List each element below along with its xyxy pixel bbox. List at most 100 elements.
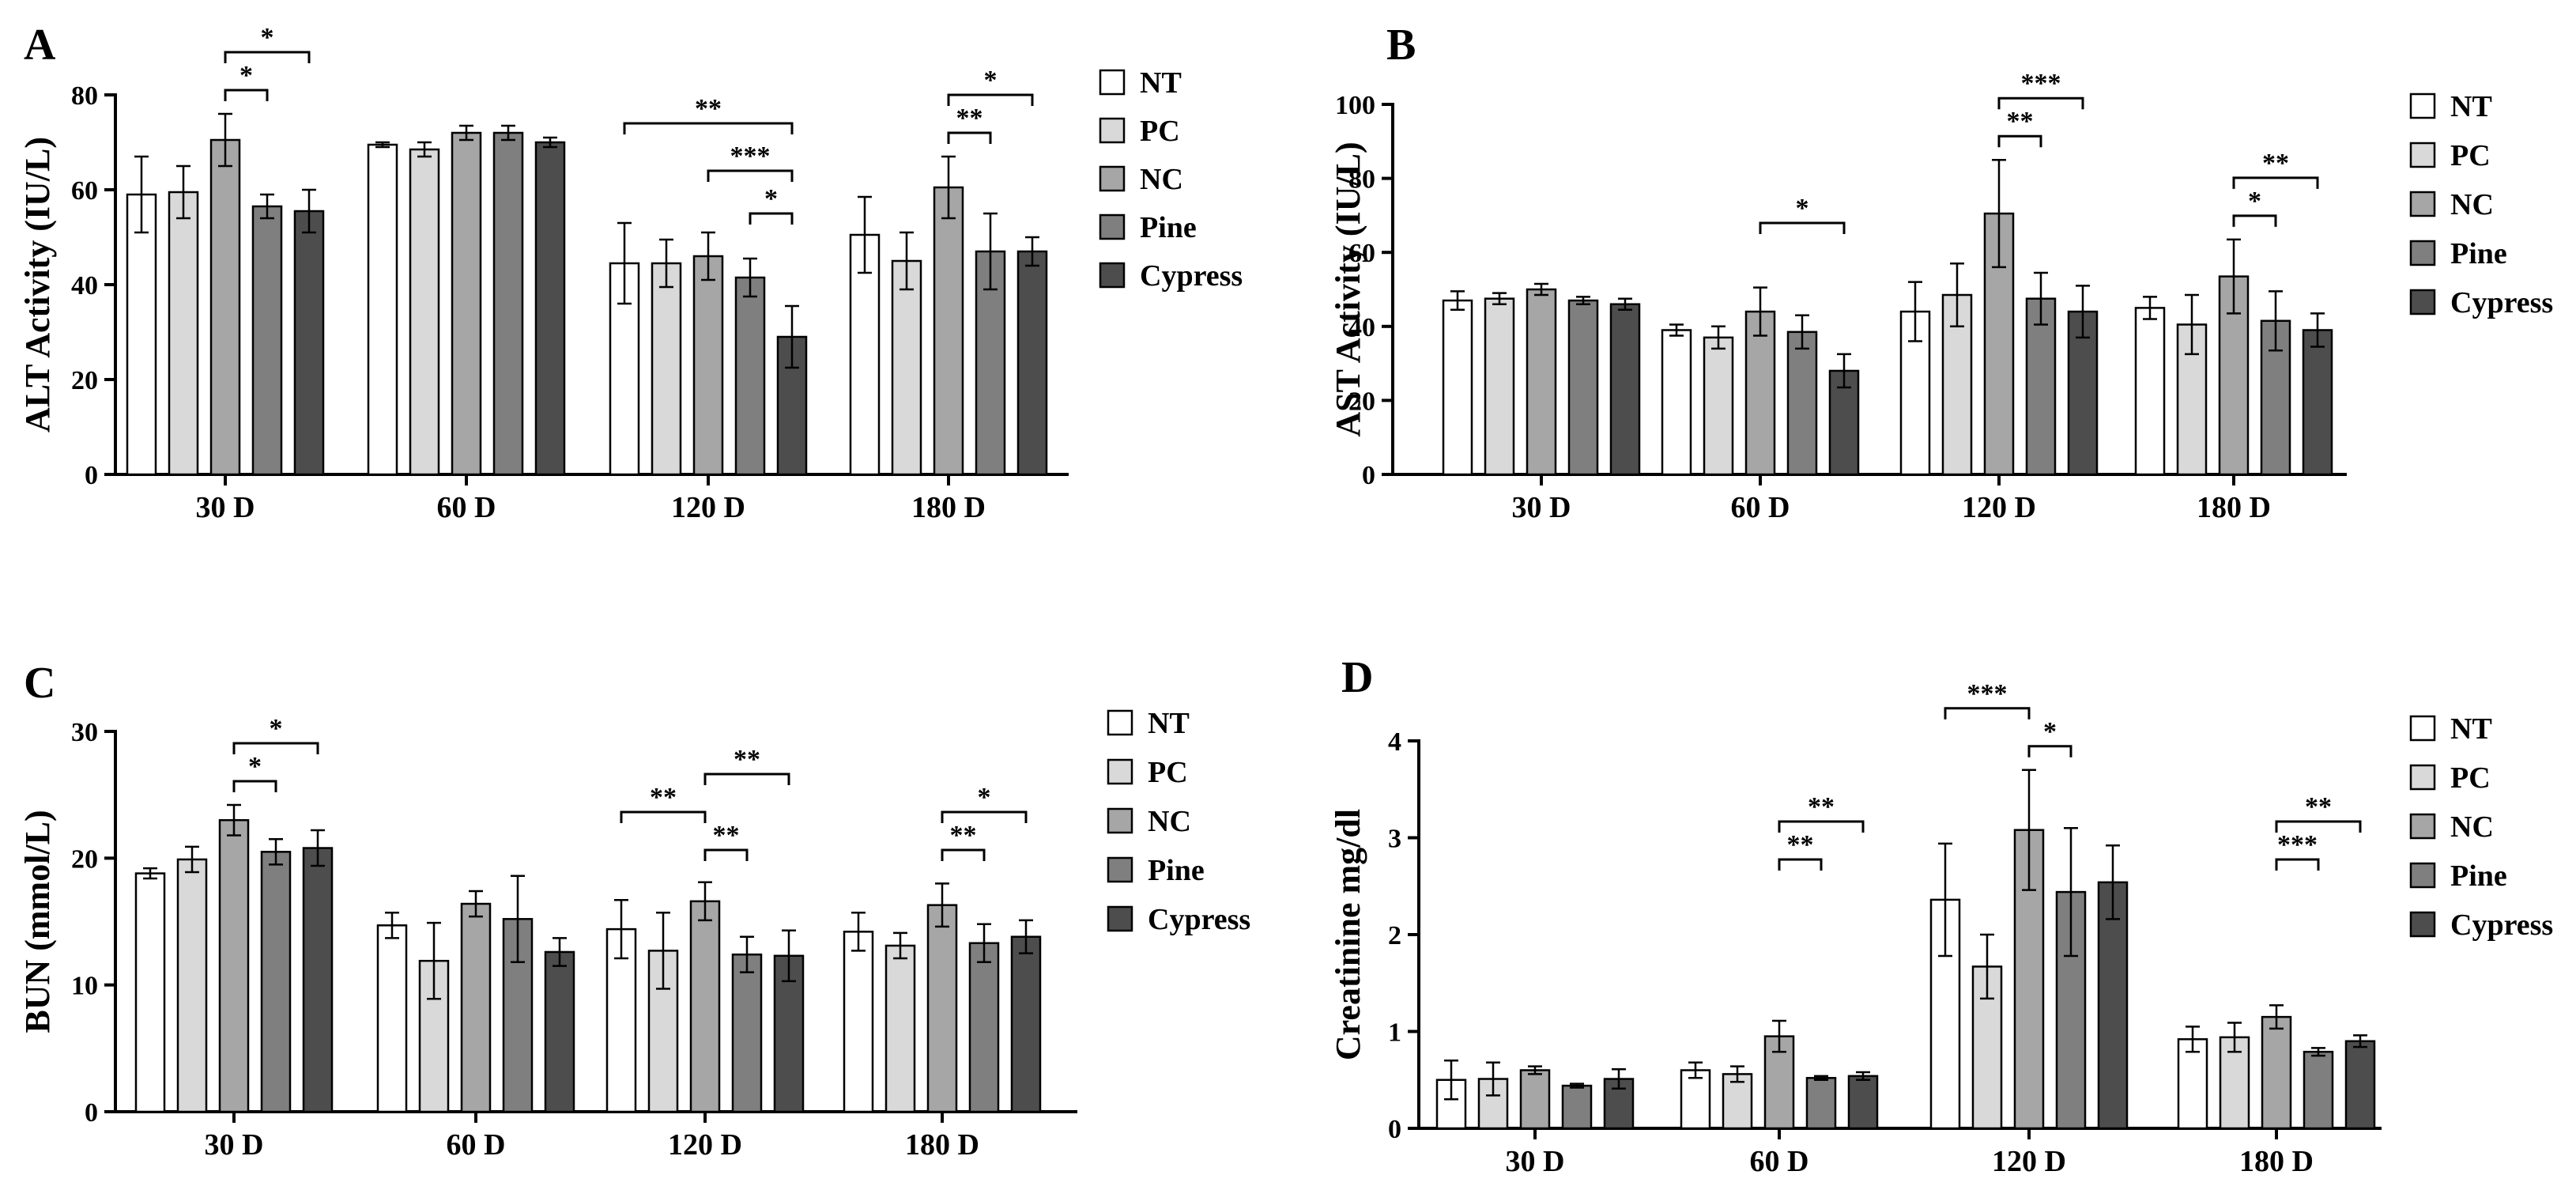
significance-bracket bbox=[947, 131, 992, 144]
bar-nc bbox=[1744, 310, 1776, 476]
bar-nc bbox=[1526, 288, 1557, 476]
chart-panel-b: B AST Activity (IU/L) 0 20 40 60 80 100 30 D 60 D… bbox=[1329, 21, 2553, 524]
bar-pc bbox=[168, 191, 199, 476]
bar-nt bbox=[2177, 1038, 2208, 1130]
bar-nt bbox=[376, 924, 408, 1113]
significance-label: ** bbox=[2262, 149, 2289, 178]
significance-label: ** bbox=[2305, 792, 2332, 822]
bar-cypress bbox=[1016, 250, 1048, 476]
significance-bracket bbox=[2027, 745, 2072, 757]
bar-nt bbox=[126, 193, 157, 476]
bar-cypress bbox=[2097, 881, 2129, 1130]
bar-nt bbox=[849, 233, 881, 476]
significance-bracket bbox=[224, 51, 311, 63]
bar-cypress bbox=[1010, 935, 1042, 1113]
significance-label: * bbox=[239, 61, 253, 90]
bar-pine bbox=[260, 851, 292, 1113]
significance-bracket bbox=[707, 169, 794, 182]
legend-label: NT bbox=[2450, 90, 2492, 123]
significance-bracket bbox=[224, 89, 269, 101]
bar-pc bbox=[884, 944, 916, 1113]
bar-nt bbox=[367, 143, 398, 476]
bar-nc bbox=[451, 131, 482, 476]
bar-pine bbox=[2303, 1050, 2334, 1130]
bar-nt bbox=[2134, 307, 2166, 476]
bar-cypress bbox=[2067, 310, 2099, 476]
significance-label: * bbox=[248, 752, 262, 781]
significance-label: ** bbox=[956, 104, 983, 133]
significance-bracket bbox=[1778, 858, 1823, 871]
y-tick-label: 40 bbox=[1348, 313, 1375, 342]
significance-label: * bbox=[261, 23, 274, 52]
legend-label: PC bbox=[2450, 139, 2491, 172]
y-tick-label: 100 bbox=[1335, 91, 1375, 120]
bar-pine bbox=[251, 205, 283, 476]
significance-bracket bbox=[1997, 134, 2042, 148]
bar-nc bbox=[209, 138, 241, 476]
significance-label: * bbox=[984, 66, 998, 95]
significance-label: ** bbox=[1787, 830, 1814, 859]
legend-label: PC bbox=[1148, 756, 1188, 789]
bar-cypress bbox=[293, 210, 325, 476]
significance-label: * bbox=[1796, 194, 1809, 223]
x-tick-label: 120 D bbox=[671, 491, 745, 524]
significance-bracket bbox=[623, 122, 794, 134]
legend-label: Pine bbox=[1148, 854, 1205, 887]
legend-label: NC bbox=[1140, 163, 1183, 196]
significance-label: * bbox=[2248, 187, 2261, 216]
significance-label: * bbox=[2043, 717, 2057, 746]
bar-pc bbox=[1484, 297, 1515, 476]
bar-pine bbox=[492, 131, 524, 476]
significance-bracket bbox=[1997, 96, 2084, 110]
bar-cypress bbox=[2302, 329, 2333, 476]
legend: NT PC NC Pine Cypress bbox=[1099, 66, 1243, 293]
y-tick-label: 20 bbox=[71, 366, 98, 395]
significance-label: *** bbox=[2277, 830, 2318, 859]
significance-label: ** bbox=[1808, 792, 1835, 822]
legend-label: PC bbox=[2450, 761, 2491, 795]
y-tick-label: 10 bbox=[71, 972, 98, 1001]
legend-swatch bbox=[1107, 807, 1133, 834]
bar-nt bbox=[1442, 299, 1473, 476]
y-tick-label: 1 bbox=[1388, 1018, 1401, 1048]
y-tick-label: 60 bbox=[1348, 239, 1375, 268]
significance-bracket bbox=[2232, 176, 2319, 189]
bar-nc bbox=[2261, 1015, 2292, 1130]
x-tick-label: 180 D bbox=[2197, 491, 2271, 524]
legend-label: NT bbox=[2450, 712, 2492, 746]
legend-swatch bbox=[1099, 117, 1126, 144]
significance-bracket bbox=[2232, 214, 2277, 227]
legend-swatch bbox=[2409, 240, 2436, 266]
y-axis-label: Creatinine mg/dl bbox=[1329, 809, 1367, 1060]
significance-label: *** bbox=[1967, 679, 2008, 708]
legend-swatch bbox=[2409, 764, 2436, 791]
legend-swatch bbox=[2409, 862, 2436, 889]
bar-cypress bbox=[2344, 1040, 2376, 1130]
legend-label: NC bbox=[2450, 810, 2494, 844]
legend-swatch bbox=[1099, 69, 1126, 96]
legend-swatch bbox=[1099, 262, 1126, 289]
bar-nc bbox=[1519, 1069, 1551, 1130]
legend-label: Cypress bbox=[1148, 903, 1250, 936]
bar-cypress bbox=[302, 847, 334, 1113]
legend-label: Cypress bbox=[2450, 286, 2553, 319]
bar-pc bbox=[176, 858, 208, 1113]
significance-label: * bbox=[978, 783, 991, 812]
legend-swatch bbox=[2409, 93, 2436, 119]
y-tick-label: 3 bbox=[1388, 825, 1401, 854]
y-tick-label: 20 bbox=[71, 844, 98, 874]
bar-nc bbox=[692, 255, 724, 476]
bar-cypress bbox=[1609, 303, 1641, 476]
legend-label: NC bbox=[2450, 188, 2494, 221]
legend-swatch bbox=[2409, 715, 2436, 742]
legend-label: PC bbox=[1140, 115, 1180, 148]
legend-label: Pine bbox=[2450, 237, 2507, 270]
bar-pc bbox=[1703, 336, 1734, 476]
legend-label: Cypress bbox=[1140, 259, 1243, 293]
legend-swatch bbox=[2409, 813, 2436, 840]
significance-bracket bbox=[947, 93, 1034, 106]
significance-label: ** bbox=[2007, 107, 2034, 136]
legend-swatch bbox=[1099, 213, 1126, 240]
significance-label: *** bbox=[2021, 69, 2061, 98]
